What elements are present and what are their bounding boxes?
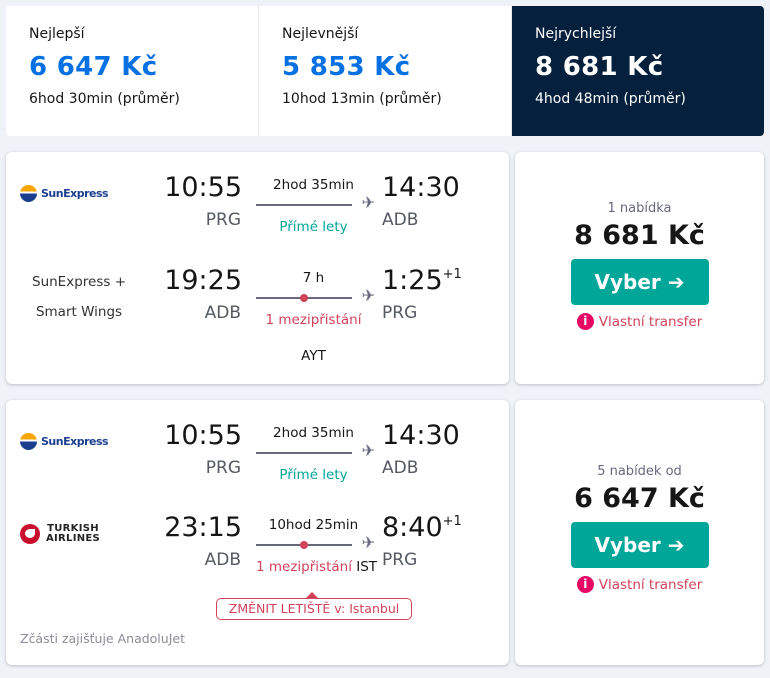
offers-count: 1 nabídka (607, 201, 672, 216)
bird-icon (20, 524, 40, 544)
result-card: SunExpress 10:55 PRG 2hod 35min ✈ Přímé … (6, 400, 764, 665)
stops-label: 1 mezipřistání IST (256, 559, 378, 575)
sunexpress-wordmark: SunExpress (41, 187, 109, 200)
tab-label: Nejlepší (29, 26, 85, 42)
sunexpress-logo-icon: SunExpress (20, 185, 138, 202)
price: 6 647 Kč (574, 483, 705, 514)
departure-time: 10:55 (164, 172, 242, 203)
layover-airport: AYT (301, 348, 326, 364)
warning-text: Vlastní transfer (598, 313, 703, 330)
tab-label: Nejlevnější (282, 26, 359, 42)
day-offset: +1 (442, 267, 462, 282)
day-offset: +1 (442, 514, 462, 529)
tab-duration: 6hod 30min (průměr) (29, 91, 180, 107)
arrival-time: 1:25+1 (382, 265, 462, 296)
sunexpress-wordmark: SunExpress (41, 435, 109, 448)
carrier-names: SunExpress + Smart Wings (20, 267, 138, 327)
departure-airport: PRG (205, 210, 241, 230)
leg-duration: 2hod 35min (273, 177, 354, 193)
self-transfer-warning[interactable]: i Vlastní transfer (515, 313, 764, 330)
stops-label: Přímé lety (279, 219, 348, 235)
inbound-leg: TURKISH AIRLINES 23:15 ADB 10hod 25min ✈… (6, 512, 509, 592)
route-line: ✈ (256, 193, 375, 212)
leg-duration: 2hod 35min (273, 425, 354, 441)
outbound-leg: SunExpress 10:55 PRG 2hod 35min ✈ Přímé … (6, 172, 509, 252)
stops-label: 1 mezipřistání (265, 312, 362, 328)
tab-best[interactable]: Nejlepší 6 647 Kč 6hod 30min (průměr) (6, 6, 259, 136)
arrival-airport: PRG (382, 303, 418, 323)
self-transfer-warning[interactable]: i Vlastní transfer (515, 576, 764, 593)
route-line: ✈ (256, 286, 375, 305)
plane-icon: ✈ (361, 193, 375, 212)
leg-duration: 7 h (302, 270, 325, 286)
select-button[interactable]: Vyber ➔ (570, 259, 709, 305)
departure-time: 23:15 (164, 512, 242, 543)
leg-info: 2hod 35min ✈ Přímé lety (256, 177, 375, 235)
arrival-airport: ADB (382, 210, 419, 230)
info-icon: i (576, 576, 594, 593)
sort-tabs: Nejlepší 6 647 Kč 6hod 30min (průměr) Ne… (6, 6, 764, 136)
inbound-leg: SunExpress + Smart Wings 19:25 ADB 7 h ✈… (6, 265, 509, 345)
layover-airport: IST (356, 559, 378, 575)
leg-info: 2hod 35min ✈ Přímé lety (256, 425, 375, 483)
sunexpress-logo-icon: SunExpress (20, 433, 138, 450)
stop-dot (300, 294, 308, 302)
arrival-time: 14:30 (382, 172, 460, 203)
tab-duration: 10hod 13min (průměr) (282, 91, 442, 107)
turkish-airlines-logo-icon: TURKISH AIRLINES (20, 524, 138, 544)
leg-info: 10hod 25min ✈ 1 mezipřistání IST (256, 517, 378, 575)
plane-icon: ✈ (361, 441, 375, 460)
arrival-time: 8:40+1 (382, 512, 462, 543)
stop-dot (300, 541, 308, 549)
tab-label: Nejrychlejší (535, 26, 617, 42)
departure-airport: ADB (204, 550, 241, 570)
itinerary-panel[interactable]: SunExpress 10:55 PRG 2hod 35min ✈ Přímé … (6, 152, 509, 384)
warning-text: Vlastní transfer (598, 576, 703, 593)
plane-icon: ✈ (361, 533, 375, 552)
offers-count: 5 nabídek od (597, 464, 682, 479)
outbound-leg: SunExpress 10:55 PRG 2hod 35min ✈ Přímé … (6, 420, 509, 500)
tab-price: 8 681 Kč (535, 52, 664, 82)
price-panel: 5 nabídek od 6 647 Kč Vyber ➔ i Vlastní … (515, 400, 764, 665)
tab-duration: 4hod 48min (průměr) (535, 91, 686, 107)
route-line: ✈ (256, 441, 375, 460)
leg-duration: 10hod 25min (268, 517, 359, 533)
leg-info: 7 h ✈ 1 mezipřistání (256, 270, 375, 328)
info-icon: i (576, 313, 594, 330)
price: 8 681 Kč (574, 220, 705, 251)
carrier-logo: SunExpress (20, 185, 138, 202)
change-airport-warning[interactable]: ZMĚNIT LETIŠTĚ v: Istanbul (216, 592, 412, 620)
departure-time: 19:25 (164, 265, 242, 296)
tab-price: 5 853 Kč (282, 52, 411, 82)
route-line: ✈ (256, 533, 375, 552)
plane-icon: ✈ (361, 286, 375, 305)
arrival-airport: ADB (382, 458, 419, 478)
departure-airport: PRG (205, 458, 241, 478)
operated-by: Zčásti zajišťuje AnadoluJet (20, 631, 185, 646)
carrier-logo: TURKISH AIRLINES (20, 524, 138, 544)
turkish-airlines-wordmark: TURKISH AIRLINES (46, 523, 101, 544)
sun-icon (20, 185, 37, 202)
departure-time: 10:55 (164, 420, 242, 451)
carrier-logo: SunExpress (20, 433, 138, 450)
departure-airport: ADB (204, 303, 241, 323)
itinerary-panel[interactable]: SunExpress 10:55 PRG 2hod 35min ✈ Přímé … (6, 400, 509, 665)
select-button[interactable]: Vyber ➔ (570, 522, 709, 568)
result-card: SunExpress 10:55 PRG 2hod 35min ✈ Přímé … (6, 152, 764, 384)
arrival-airport: PRG (382, 550, 418, 570)
tab-cheapest[interactable]: Nejlevnější 5 853 Kč 10hod 13min (průměr… (259, 6, 512, 136)
carrier-name: Smart Wings (35, 304, 123, 320)
stops-label: Přímé lety (279, 467, 348, 483)
arrival-time: 14:30 (382, 420, 460, 451)
tab-fastest[interactable]: Nejrychlejší 8 681 Kč 4hod 48min (průměr… (512, 6, 764, 136)
sun-icon (20, 433, 37, 450)
price-panel: 1 nabídka 8 681 Kč Vyber ➔ i Vlastní tra… (515, 152, 764, 384)
tab-price: 6 647 Kč (29, 52, 158, 82)
carrier-name: SunExpress + (32, 274, 126, 290)
